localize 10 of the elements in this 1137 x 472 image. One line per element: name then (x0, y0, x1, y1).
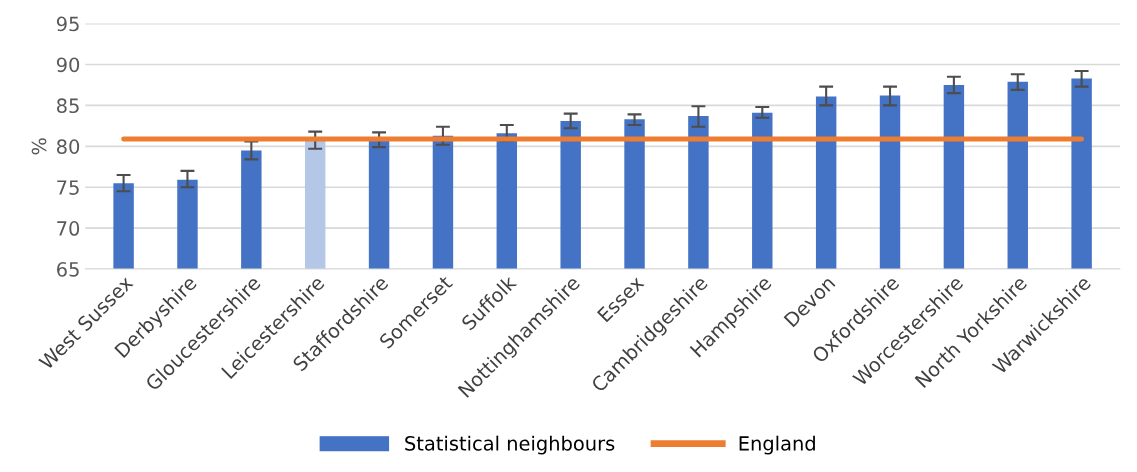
y-axis-title: % (31, 138, 47, 155)
y-tick-label: 90 (56, 57, 80, 73)
y-tick-label: 85 (56, 98, 79, 114)
y-tick-label: 70 (57, 221, 80, 236)
y-tick-label: 75 (57, 180, 79, 195)
y-tick-label: 80 (56, 139, 80, 154)
legend-label: Statistical neighbours (405, 435, 615, 455)
y-tick-label: 95 (56, 16, 79, 32)
y-tick-label: 65 (57, 262, 79, 277)
legend-label: England (739, 435, 815, 455)
